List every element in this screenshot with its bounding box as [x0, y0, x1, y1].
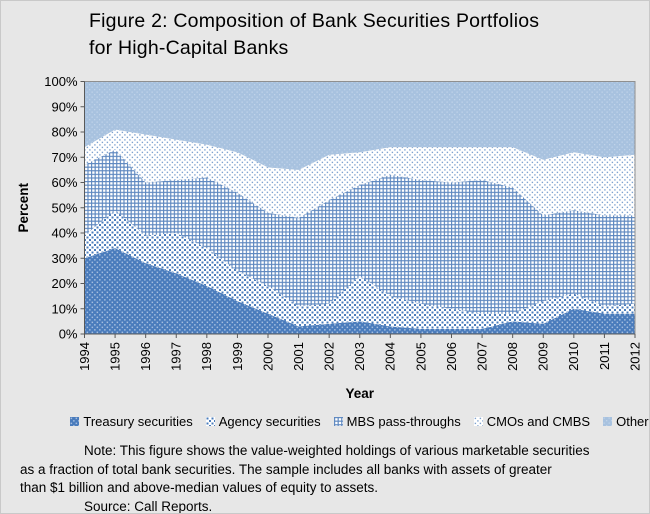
legend-label-mbs: MBS pass-throughs — [346, 414, 461, 429]
y-tick-label: 70% — [51, 150, 77, 165]
figure-title-line1: Figure 2: Composition of Bank Securities… — [89, 10, 540, 32]
x-tick-label: 2002 — [322, 342, 337, 371]
x-tick-label: 2008 — [505, 342, 520, 371]
x-tick-label: 2010 — [566, 342, 581, 371]
chart-svg: 0% 10% 20% 30% 40% 50% 60% 70% 80% 90% 100% 1994 199… — [16, 74, 642, 401]
figure-title: Figure 2: Composition of Bank Securities… — [89, 8, 629, 62]
legend-marker-agency-icon — [205, 417, 215, 426]
source-text: Source: Call Reports. — [84, 498, 213, 514]
legend-marker-cmo-icon — [473, 417, 483, 426]
y-tick-label: 90% — [51, 99, 77, 114]
x-tick-label: 2004 — [383, 342, 398, 371]
x-tick-label: 2005 — [413, 342, 428, 371]
legend-item-mbs: MBS pass-throughs — [333, 414, 461, 429]
y-tick-label: 80% — [51, 125, 77, 140]
legend-label-agency: Agency securities — [218, 414, 321, 429]
x-tick-label: 1995 — [108, 342, 123, 371]
series-area-agency — [84, 210, 635, 329]
series-area-treasury — [84, 248, 635, 334]
y-tick-label: 0% — [59, 327, 78, 342]
plot-area: 0% 10% 20% 30% 40% 50% 60% 70% 80% 90% 100% 1994 199… — [16, 74, 642, 401]
note-text: Note: This figure shows the value-weight… — [20, 442, 638, 514]
x-tick-label: 2007 — [475, 342, 490, 371]
x-tick-label: 1996 — [138, 342, 153, 371]
legend-item-cmo: CMOs and CMBS — [473, 414, 591, 429]
legend: Treasury securities Agency securities MB… — [70, 414, 649, 429]
legend-item-treasury: Treasury securities — [70, 414, 193, 429]
x-tick-label: 2009 — [536, 342, 551, 371]
x-tick-label: 1994 — [77, 342, 92, 371]
y-tick-label: 20% — [51, 276, 77, 291]
legend-marker-treasury-icon — [70, 417, 80, 426]
y-tick-label: 30% — [51, 251, 77, 266]
legend-item-agency: Agency securities — [205, 414, 321, 429]
figure-title-line2: for High-Capital Banks — [89, 37, 289, 59]
y-tick-label: 100% — [44, 74, 78, 89]
y-tick-label: 10% — [51, 301, 77, 316]
legend-label-treasury: Treasury securities — [83, 414, 193, 429]
legend-label-other: Other — [616, 414, 649, 429]
x-tick-label: 1997 — [169, 342, 184, 371]
y-tick-label: 40% — [51, 226, 77, 241]
x-tick-label: 2012 — [627, 342, 642, 371]
note-line-3: than $1 billion and above-median values … — [20, 480, 378, 495]
x-tick-label: 1998 — [199, 342, 214, 371]
x-tick-label: 2011 — [597, 342, 612, 370]
y-tick-label: 60% — [51, 175, 77, 190]
legend-label-cmo: CMOs and CMBS — [486, 414, 591, 429]
series-area-cmo — [84, 129, 635, 218]
note-line-2: as a fraction of total bank securities. … — [20, 461, 552, 477]
legend-marker-mbs-icon — [333, 417, 343, 426]
series-area-other — [84, 81, 635, 170]
x-tick-label: 1999 — [230, 342, 245, 371]
note-line-1: Note: This figure shows the value-weight… — [84, 443, 590, 458]
legend-item-other: Other — [603, 414, 649, 429]
x-tick-label: 2000 — [260, 342, 275, 371]
y-tick-label: 50% — [51, 200, 77, 215]
series-area-mbs — [84, 149, 635, 314]
x-axis-title: Year — [345, 386, 374, 401]
x-tick-label: 2006 — [444, 342, 459, 371]
y-axis-title: Percent — [16, 182, 31, 232]
legend-marker-other-icon — [603, 417, 613, 426]
x-tick-label: 2001 — [291, 342, 306, 371]
x-tick-label: 2003 — [352, 342, 367, 371]
